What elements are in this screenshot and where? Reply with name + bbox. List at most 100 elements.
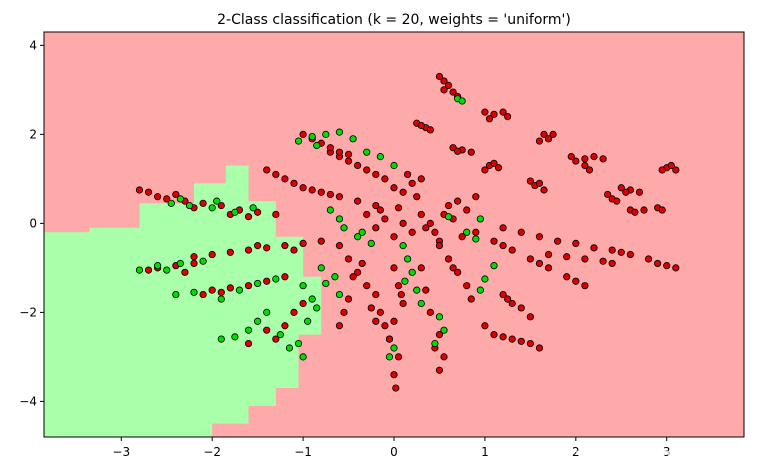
x-tick-label: 0 — [390, 445, 398, 459]
scatter-point-green — [294, 339, 303, 348]
scatter-point-red — [544, 250, 553, 259]
scatter-point-red — [667, 161, 675, 170]
scatter-point-red — [317, 188, 325, 196]
scatter-point-red — [217, 288, 225, 296]
scatter-point-red — [163, 195, 171, 203]
scatter-point-green — [176, 259, 184, 268]
scatter-point-red — [399, 188, 407, 196]
scatter-point-red — [440, 77, 448, 85]
scatter-point-red — [354, 268, 362, 276]
x-axis: −3 −2 −1 0 1 2 3 — [112, 437, 671, 459]
scatter-point-green — [435, 313, 444, 321]
scatter-point-green — [358, 228, 366, 236]
scatter-point-red — [622, 188, 630, 196]
scatter-point-red — [490, 237, 498, 245]
scatter-point-red — [154, 193, 162, 201]
scatter-point-red — [244, 339, 253, 348]
scatter-point-red — [208, 250, 216, 259]
scatter-point-red — [449, 88, 457, 96]
scatter-point-green — [299, 353, 307, 361]
scatter-point-red — [535, 344, 544, 352]
x-tick-label: 2 — [572, 445, 580, 459]
scatter-point-red — [572, 277, 580, 285]
scatter-point-red — [463, 206, 471, 214]
scatter-point-red — [504, 295, 512, 303]
x-tick-label: 3 — [663, 445, 671, 459]
scatter-point-red — [581, 155, 589, 163]
scatter-point-red — [390, 184, 398, 192]
scatter-point-red — [517, 337, 525, 345]
scatter-point-red — [590, 244, 598, 252]
scatter-point-red — [626, 250, 634, 259]
scatter-point-red — [572, 239, 580, 248]
scatter-point-red — [581, 255, 589, 263]
scatter-point-red — [404, 170, 412, 179]
watermark-text: https://blog.csdn.net/weixin_42608414 — [489, 447, 743, 462]
scatter-point-green — [190, 288, 198, 296]
scatter-point-green — [354, 233, 362, 241]
scatter-point-red — [631, 208, 639, 216]
scatter-point-red — [299, 130, 307, 138]
scatter-point-green — [390, 344, 398, 352]
scatter-point-red — [526, 255, 534, 263]
scatter-point-green — [208, 204, 216, 212]
scatter-point-red — [604, 190, 612, 199]
scatter-point-green — [294, 137, 303, 145]
scatter-point-red — [526, 177, 534, 185]
scatter-point-green — [490, 262, 498, 270]
scatter-point-red — [508, 335, 516, 343]
scatter-point-red — [390, 317, 398, 325]
scatter-point-red — [617, 184, 625, 192]
scatter-point-red — [499, 108, 507, 116]
scatter-point-red — [390, 264, 398, 272]
scatter-point-red — [299, 184, 307, 192]
scatter-point-red — [208, 286, 216, 294]
scatter-point-red — [435, 366, 444, 374]
scatter-point-red — [544, 264, 553, 272]
scatter-point-red — [308, 186, 316, 194]
scatter-point-red — [444, 255, 453, 263]
scatter-point-green — [431, 339, 439, 348]
scatter-point-red — [549, 130, 557, 138]
scatter-point-red — [272, 170, 280, 179]
scatter-point-green — [254, 317, 262, 325]
scatter-point-green — [481, 275, 489, 283]
scatter-point-green — [163, 266, 171, 274]
scatter-point-red — [344, 295, 353, 303]
scatter-point-red — [581, 282, 589, 290]
scatter-point-red — [413, 193, 421, 201]
scatter-point-red — [526, 339, 534, 348]
scatter-point-red — [426, 308, 434, 316]
scatter-point-red — [263, 326, 271, 334]
scatter-point-red — [654, 259, 662, 268]
scatter-point-red — [376, 206, 384, 214]
scatter-point-red — [344, 150, 353, 158]
scatter-point-red — [499, 290, 507, 299]
scatter-point-green — [299, 282, 307, 290]
scatter-point-green — [399, 242, 407, 250]
scatter-point-green — [335, 215, 344, 223]
scatter-point-green — [254, 279, 262, 288]
scatter-point-red — [172, 190, 180, 199]
scatter-point-green — [401, 277, 409, 285]
scatter-point-red — [490, 159, 498, 167]
scatter-point-red — [335, 193, 344, 201]
scatter-point-green — [476, 286, 484, 294]
scatter-point-green — [326, 206, 334, 214]
scatter-point-red — [635, 188, 644, 196]
scatter-point-red — [358, 259, 366, 268]
scatter-point-red — [372, 224, 380, 232]
scatter-point-green — [272, 275, 280, 283]
scatter-point-red — [372, 317, 380, 325]
scatter-point-red — [508, 299, 516, 308]
scatter-point-red — [504, 112, 512, 121]
scatter-point-red — [435, 331, 444, 339]
scatter-point-red — [467, 148, 475, 156]
scatter-point-red — [226, 284, 234, 292]
scatter-point-red — [335, 148, 344, 156]
scatter-point-red — [535, 259, 544, 268]
scatter-point-red — [217, 201, 225, 210]
scatter-point-red — [254, 242, 262, 250]
scatter-point-red — [344, 255, 353, 263]
scatter-point-green — [285, 344, 294, 352]
